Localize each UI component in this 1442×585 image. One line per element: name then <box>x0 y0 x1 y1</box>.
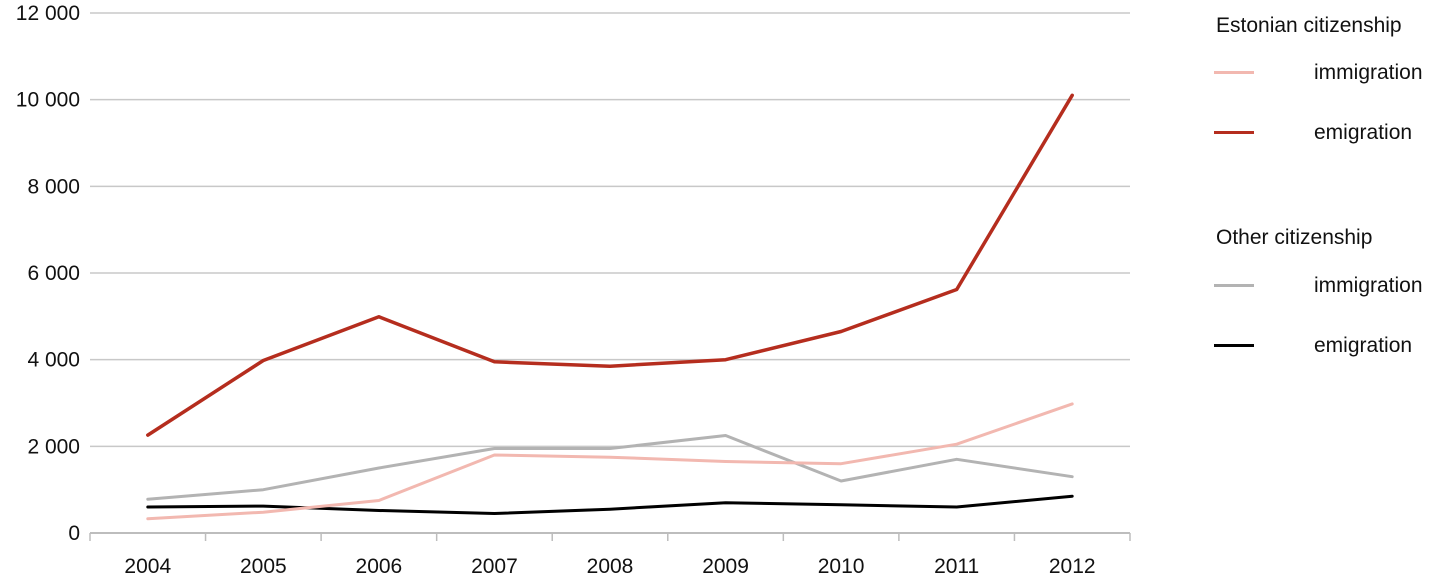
legend-swatch <box>1214 71 1254 74</box>
x-tick-label: 2004 <box>124 555 171 578</box>
series-line-estonian-emigration <box>146 93 1074 437</box>
legend-label: emigration <box>1314 121 1413 144</box>
x-tick-label: 2010 <box>818 555 865 578</box>
x-tick-label: 2012 <box>1049 555 1096 578</box>
x-tick-label: 2009 <box>702 555 749 578</box>
legend-label: immigration <box>1314 274 1423 297</box>
legend-group-title-other: Other citizenship <box>1216 226 1373 249</box>
legend-swatch <box>1214 131 1254 134</box>
y-tick-label: 0 <box>68 522 80 545</box>
legend-swatch <box>1214 284 1254 287</box>
y-tick-label: 10 000 <box>16 89 80 112</box>
legend-swatch <box>1214 344 1254 347</box>
series-line-estonian-immigration <box>146 402 1074 521</box>
y-tick-label: 8 000 <box>27 175 80 198</box>
gridlines <box>90 12 1130 448</box>
legend-label: emigration <box>1314 334 1413 357</box>
y-tick-label: 4 000 <box>27 349 80 372</box>
series-lines <box>146 93 1074 521</box>
y-tick-label: 6 000 <box>27 262 80 285</box>
x-tick-label: 2007 <box>471 555 518 578</box>
x-tick-label: 2006 <box>356 555 403 578</box>
y-tick-label: 12 000 <box>16 2 80 25</box>
legend: Estonian citizenship immigration emigrat… <box>1190 0 1442 400</box>
x-tick-label: 2008 <box>587 555 634 578</box>
legend-group-title-estonian: Estonian citizenship <box>1216 14 1402 37</box>
y-tick-label: 2 000 <box>27 435 80 458</box>
x-axis: 2004 2005 2006 2007 2008 2009 2010 2011 2012 <box>89 532 1131 578</box>
y-axis-ticks: 0 2 000 4 000 6 000 8 000 10 000 12 000 <box>16 2 80 545</box>
x-tick-label: 2011 <box>934 555 979 578</box>
series-line-other-immigration <box>146 434 1074 501</box>
legend-label: immigration <box>1314 61 1423 84</box>
x-tick-label: 2005 <box>240 555 287 578</box>
